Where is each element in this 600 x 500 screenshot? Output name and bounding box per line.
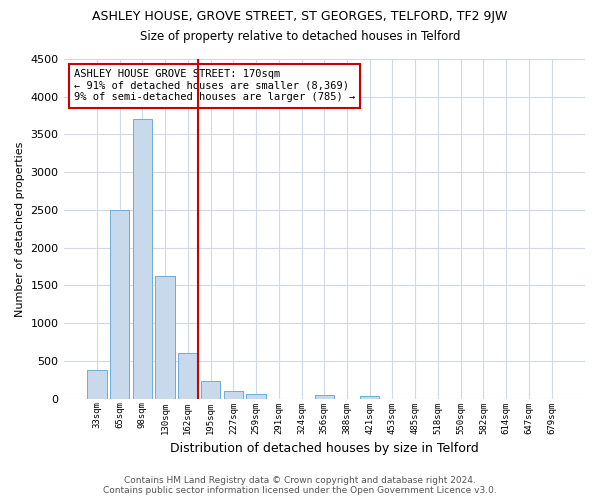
Bar <box>155 276 175 398</box>
Y-axis label: Number of detached properties: Number of detached properties <box>15 141 25 316</box>
Text: ASHLEY HOUSE, GROVE STREET, ST GEORGES, TELFORD, TF2 9JW: ASHLEY HOUSE, GROVE STREET, ST GEORGES, … <box>92 10 508 23</box>
Bar <box>247 394 266 398</box>
Text: ASHLEY HOUSE GROVE STREET: 170sqm
← 91% of detached houses are smaller (8,369)
9: ASHLEY HOUSE GROVE STREET: 170sqm ← 91% … <box>74 69 355 102</box>
Bar <box>110 210 130 398</box>
Bar <box>360 396 379 398</box>
Bar <box>133 120 152 398</box>
Bar <box>178 354 197 399</box>
Text: Size of property relative to detached houses in Telford: Size of property relative to detached ho… <box>140 30 460 43</box>
Bar <box>224 391 243 398</box>
Bar <box>201 380 220 398</box>
Text: Contains HM Land Registry data © Crown copyright and database right 2024.
Contai: Contains HM Land Registry data © Crown c… <box>103 476 497 495</box>
Bar <box>87 370 107 398</box>
X-axis label: Distribution of detached houses by size in Telford: Distribution of detached houses by size … <box>170 442 479 455</box>
Bar <box>314 395 334 398</box>
